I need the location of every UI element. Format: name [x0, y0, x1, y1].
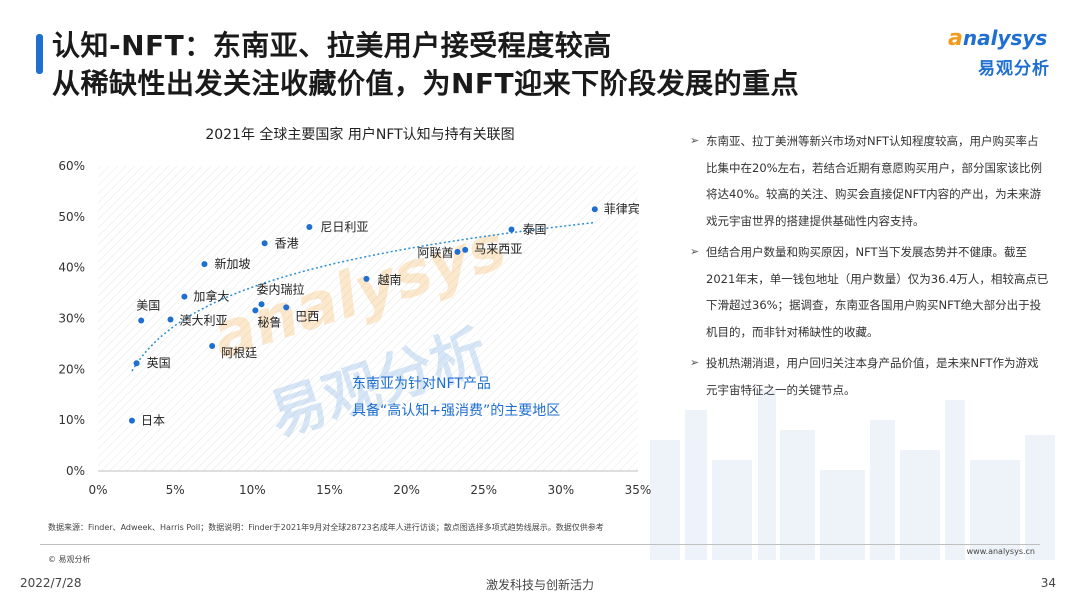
page-title-line1: 认知-NFT：东南亚、拉美用户接受程度较高: [52, 29, 612, 62]
data-point: [201, 261, 208, 268]
chart-title: 2021年 全球主要国家 用户NFT认知与持有关联图: [205, 127, 515, 143]
data-point: [258, 301, 265, 308]
y-tick-label: 60%: [58, 159, 85, 173]
data-point: [363, 275, 370, 282]
arrow-icon: ➢: [690, 245, 700, 258]
annotation-line2: 具备“高认知+强消费”的主要地区: [352, 403, 561, 419]
point-label: 巴西: [295, 309, 319, 323]
insight-item: ➢ 东南亚、拉丁美洲等新兴市场对NFT认知程度较高，用户购买率占比集中在20%左右…: [690, 128, 1050, 234]
point-label: 加拿大: [193, 289, 229, 304]
data-point: [128, 417, 135, 424]
insight-list: ➢ 东南亚、拉丁美洲等新兴市场对NFT认知程度较高，用户购买率占比集中在20%左右…: [690, 128, 1050, 408]
footer-date: 2022/7/28: [20, 576, 82, 590]
data-point: [306, 224, 313, 230]
axes-layer: 0% 5% 10% 15% 20% 25% 30% 35% 0% 10% 20% 30% 40% 50% 6…: [58, 159, 651, 497]
data-point: [283, 304, 290, 311]
x-tick-label: 25%: [470, 483, 497, 497]
y-tick-label: 40%: [58, 261, 85, 275]
y-tick-label: 50%: [58, 210, 85, 224]
y-tick-label: 10%: [58, 413, 85, 427]
data-point: [591, 206, 598, 213]
point-label: 澳大利亚: [180, 314, 228, 328]
point-label: 委内瑞拉: [257, 281, 305, 296]
footer-slogan: 激发科技与创新活力: [485, 578, 594, 592]
point-label: 泰国: [522, 223, 546, 237]
point-label: 尼日利亚: [320, 220, 368, 234]
point-label: 越南: [377, 272, 401, 287]
website-link[interactable]: www.analysys.cn: [966, 547, 1035, 556]
data-point: [252, 307, 259, 314]
point-label: 日本: [141, 414, 165, 428]
plot-area: [98, 166, 638, 471]
copyright: © 易观分析: [48, 555, 91, 564]
point-label: 马来西亚: [474, 242, 522, 256]
title-accent-bar: [36, 34, 43, 74]
background-skyline: [650, 390, 1055, 560]
x-tick-label: 5%: [166, 483, 185, 497]
logo-wordmark: analysys: [948, 26, 1048, 51]
data-point: [138, 317, 145, 324]
point-label: 美国: [136, 299, 160, 313]
x-tick-label: 15%: [316, 483, 343, 497]
point-label: 新加坡: [214, 256, 250, 271]
insight-item: ➢ 投机热潮消退，用户回归关注本身产品价值，是未来NFT作为游戏元宇宙特征之一的关…: [690, 350, 1050, 403]
y-tick-label: 0%: [66, 464, 85, 478]
point-label: 阿联酋: [417, 245, 453, 260]
data-point: [454, 248, 461, 255]
scatter-chart: analysys 易观分析 0% 5% 10% 15% 20% 25% 30% 35%0%10…: [58, 159, 651, 497]
insight-text: 但结合用户数量和购买原因，NFT当下发展态势并不健康。截至2021年末，单一钱包…: [706, 245, 1049, 339]
x-tick-label: 10%: [239, 483, 266, 497]
point-label: 英国: [147, 356, 171, 370]
x-tick-label: 20%: [393, 483, 420, 497]
page-title: 认知-NFT：东南亚、拉美用户接受程度较高 从稀缺性出发关注收藏价值，为NFT迎…: [52, 27, 799, 103]
x-tick-label: 30%: [548, 483, 575, 497]
logo-chinese: 易观分析: [978, 59, 1050, 79]
y-tick-label: 20%: [58, 362, 85, 376]
point-label: 菲律宾: [604, 201, 640, 216]
data-point: [508, 226, 515, 233]
annotation-line1: 东南亚为针对NFT产品: [352, 376, 491, 392]
data-point: [167, 316, 174, 323]
page-title-line2: 从稀缺性出发关注收藏价值，为NFT迎来下阶段发展的重点: [52, 67, 800, 100]
data-point: [261, 240, 268, 247]
insight-text: 投机热潮消退，用户回归关注本身产品价值，是未来NFT作为游戏元宇宙特征之一的关键…: [706, 356, 1039, 397]
x-tick-label: 35%: [625, 483, 652, 497]
point-label: 阿根廷: [221, 346, 257, 360]
point-label: 秘鲁: [257, 315, 281, 329]
data-point: [462, 246, 469, 253]
data-point: [209, 342, 216, 349]
x-tick-label: 0%: [88, 483, 107, 497]
data-point: [181, 293, 188, 300]
data-source-note: 数据来源：Finder、Adweek、Harris Poll；数据说明：Find…: [48, 523, 604, 532]
chart-annotation: 东南亚为针对NFT产品 具备“高认知+强消费”的主要地区: [352, 371, 560, 425]
analysys-logo: analysys 易观分析: [948, 26, 1063, 82]
footer-divider: [40, 544, 1040, 545]
point-label: 香港: [275, 236, 299, 250]
y-tick-label: 30%: [58, 312, 85, 326]
data-point: [133, 360, 140, 367]
arrow-icon: ➢: [690, 356, 700, 369]
arrow-icon: ➢: [690, 134, 700, 147]
insight-text: 东南亚、拉丁美洲等新兴市场对NFT认知程度较高，用户购买率占比集中在20%左右，…: [706, 134, 1043, 228]
insight-item: ➢ 但结合用户数量和购买原因，NFT当下发展态势并不健康。截至2021年末，单一钱…: [690, 239, 1050, 345]
page-number: 34: [1040, 576, 1056, 590]
